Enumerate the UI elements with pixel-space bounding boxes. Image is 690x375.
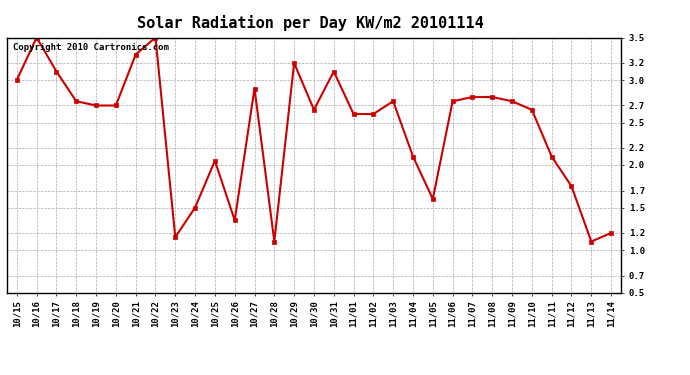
Text: Solar Radiation per Day KW/m2 20101114: Solar Radiation per Day KW/m2 20101114 — [137, 15, 484, 31]
Text: Copyright 2010 Cartronics.com: Copyright 2010 Cartronics.com — [13, 43, 169, 52]
